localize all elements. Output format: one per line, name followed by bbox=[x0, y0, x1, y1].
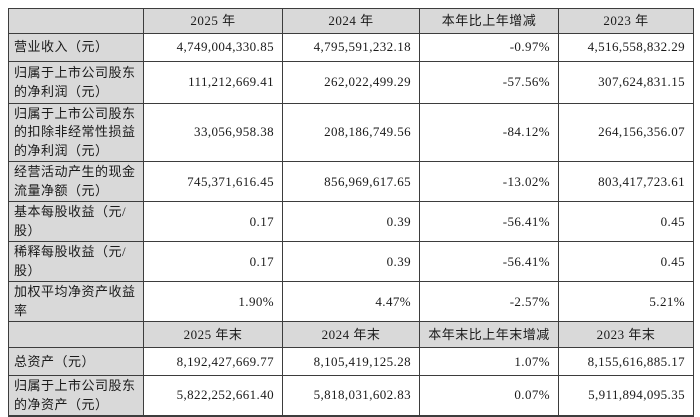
row-label: 总资产（元） bbox=[8, 347, 144, 377]
value-2025: 0.17 bbox=[143, 201, 283, 243]
value-change: -2.57% bbox=[419, 281, 559, 323]
column-header-2025: 2025 年 bbox=[143, 8, 283, 34]
value-2024: 8,105,419,125.28 bbox=[282, 347, 420, 377]
value-change: -0.97% bbox=[419, 33, 559, 62]
value-2025: 0.17 bbox=[143, 241, 283, 283]
value-2025: 4,749,004,330.85 bbox=[143, 33, 283, 62]
value-2023: 5,911,894,095.35 bbox=[558, 375, 694, 417]
corner-cell bbox=[8, 8, 144, 34]
column-header-yoy-change: 本年比上年增减 bbox=[419, 8, 559, 34]
value-2024: 856,969,617.65 bbox=[282, 161, 420, 203]
table-row-net-assets: 归属于上市公司股东的净资产（元） 5,822,252,661.40 5,818,… bbox=[8, 375, 694, 417]
value-change: -57.56% bbox=[419, 61, 559, 104]
value-2024: 4,795,591,232.18 bbox=[282, 33, 420, 62]
value-2025: 8,192,427,669.77 bbox=[143, 347, 283, 377]
table-row-diluted-eps: 稀释每股收益（元/股） 0.17 0.39 -56.41% 0.45 bbox=[8, 241, 694, 283]
row-label: 经营活动产生的现金流量净额（元） bbox=[8, 161, 144, 203]
value-2024: 4.47% bbox=[282, 281, 420, 323]
value-2023: 803,417,723.61 bbox=[558, 161, 694, 203]
row-label: 营业收入（元） bbox=[8, 33, 144, 62]
column-header-2025-end: 2025 年末 bbox=[143, 321, 283, 349]
value-change: 1.07% bbox=[419, 347, 559, 377]
value-2025: 111,212,669.41 bbox=[143, 61, 283, 104]
row-label: 归属于上市公司股东的净资产（元） bbox=[8, 375, 144, 417]
value-change: 0.07% bbox=[419, 375, 559, 417]
value-2025: 1.90% bbox=[143, 281, 283, 323]
table-row-net-profit: 归属于上市公司股东的净利润（元） 111,212,669.41 262,022,… bbox=[8, 61, 694, 104]
value-change: -56.41% bbox=[419, 241, 559, 283]
row-label: 加权平均净资产收益率 bbox=[8, 281, 144, 323]
value-2025: 5,822,252,661.40 bbox=[143, 375, 283, 417]
table-row-revenue: 营业收入（元） 4,749,004,330.85 4,795,591,232.1… bbox=[8, 33, 694, 62]
row-label: 稀释每股收益（元/股） bbox=[8, 241, 144, 283]
value-2023: 0.45 bbox=[558, 201, 694, 243]
column-header-2024: 2024 年 bbox=[282, 8, 420, 34]
financial-summary-table: 2025 年 2024 年 本年比上年增减 2023 年 营业收入（元） 4,7… bbox=[8, 8, 694, 417]
value-2023: 5.21% bbox=[558, 281, 694, 323]
corner-cell bbox=[8, 321, 144, 349]
value-2024: 0.39 bbox=[282, 241, 420, 283]
period-header-row-annual: 2025 年 2024 年 本年比上年增减 2023 年 bbox=[8, 8, 694, 34]
value-change: -56.41% bbox=[419, 201, 559, 243]
column-header-2023-end: 2023 年末 bbox=[558, 321, 694, 349]
value-2024: 262,022,499.29 bbox=[282, 61, 420, 104]
row-label: 归属于上市公司股东的扣除非经常性损益的净利润（元） bbox=[8, 102, 144, 163]
value-2024: 208,186,749.56 bbox=[282, 102, 420, 163]
column-header-2023: 2023 年 bbox=[558, 8, 694, 34]
value-2024: 0.39 bbox=[282, 201, 420, 243]
table-row-operating-cash-flow: 经营活动产生的现金流量净额（元） 745,371,616.45 856,969,… bbox=[8, 161, 694, 203]
column-header-2024-end: 2024 年末 bbox=[282, 321, 420, 349]
row-label: 基本每股收益（元/股） bbox=[8, 201, 144, 243]
financial-summary-table-container: 2025 年 2024 年 本年比上年增减 2023 年 营业收入（元） 4,7… bbox=[8, 8, 694, 417]
value-change: -84.12% bbox=[419, 102, 559, 163]
value-2023: 0.45 bbox=[558, 241, 694, 283]
column-header-year-end-change: 本年末比上年末增减 bbox=[419, 321, 559, 349]
value-change: -13.02% bbox=[419, 161, 559, 203]
value-2023: 4,516,558,832.29 bbox=[558, 33, 694, 62]
value-2023: 264,156,356.07 bbox=[558, 102, 694, 163]
value-2024: 5,818,031,602.83 bbox=[282, 375, 420, 417]
table-row-weighted-avg-roe: 加权平均净资产收益率 1.90% 4.47% -2.57% 5.21% bbox=[8, 281, 694, 323]
table-row-basic-eps: 基本每股收益（元/股） 0.17 0.39 -56.41% 0.45 bbox=[8, 201, 694, 243]
value-2025: 33,056,958.38 bbox=[143, 102, 283, 163]
table-row-total-assets: 总资产（元） 8,192,427,669.77 8,105,419,125.28… bbox=[8, 347, 694, 377]
value-2025: 745,371,616.45 bbox=[143, 161, 283, 203]
value-2023: 307,624,831.15 bbox=[558, 61, 694, 104]
row-label: 归属于上市公司股东的净利润（元） bbox=[8, 61, 144, 104]
table-row-net-profit-excl-nonrecurring: 归属于上市公司股东的扣除非经常性损益的净利润（元） 33,056,958.38 … bbox=[8, 102, 694, 163]
value-2023: 8,155,616,885.17 bbox=[558, 347, 694, 377]
period-header-row-year-end: 2025 年末 2024 年末 本年末比上年末增减 2023 年末 bbox=[8, 321, 694, 349]
